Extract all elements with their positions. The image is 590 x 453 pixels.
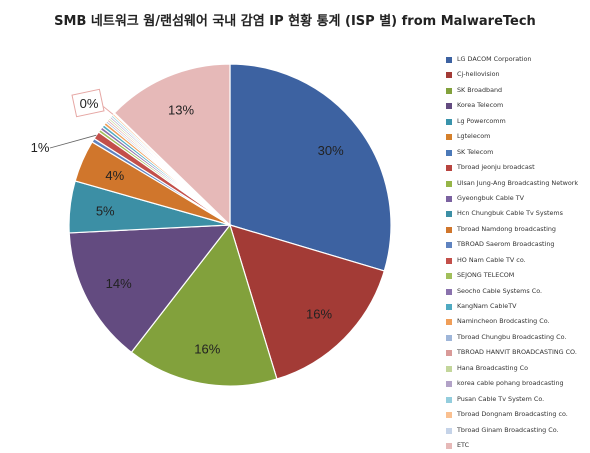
legend-item: LG DACOM Corporation [446,52,588,67]
legend-swatch [446,57,452,63]
legend-label: Seocho Cable Systems Co. [457,286,543,295]
legend-swatch [446,87,452,94]
legend-item: Gyeongbuk Cable TV [446,191,588,206]
legend-label: Hana Broadcasting Co [457,363,529,372]
legend-item: Korea Telecom [446,98,588,113]
leader-line [49,134,97,149]
slice-label: 16% [194,342,220,357]
legend-swatch [446,288,452,295]
legend-swatch [446,319,452,326]
legend-swatch [446,381,452,388]
legend-swatch [446,396,452,403]
legend-item: Tbroad Chungbu Broadcasting Co. [446,330,588,345]
legend-item: Hana Broadcasting Co [446,361,588,376]
legend-swatch [446,412,452,419]
legend-swatch [446,180,452,187]
legend-swatch [446,226,452,233]
legend-item: Tbroad jeonju broadcast [446,160,588,175]
legend-label: Pusan Cable Tv System Co. [457,394,545,403]
legend-swatch [446,211,452,218]
legend-label: SK Broadband [457,85,503,94]
legend-label: Tbroad Dongnam Broadcasting co. [457,410,568,419]
legend-swatch [446,257,452,264]
pie-slice [113,63,231,227]
legend-item: Tbroad Dongnam Broadcasting co. [446,407,588,422]
legend-item: Seocho Cable Systems Co. [446,284,588,299]
legend-label: Hcn Chungbuk Cable Tv Systems [457,209,563,218]
slice-label: 16% [306,307,332,322]
legend-item: SK Broadband [446,83,588,98]
legend-label: Tbroad Namdong broadcasting [457,224,556,233]
legend-swatch [446,242,452,249]
pie-slice [68,224,232,354]
legend-swatch [446,334,452,341]
pie-slice [229,224,386,380]
chart-title: SMB 네트워크 웜/랜섬웨어 국내 감염 IP 현황 통계 (ISP 별) f… [54,14,536,29]
legend-item: Tbroad Namdong broadcasting [446,222,588,237]
legend-item: Hcn Chungbuk Cable Tv Systems [446,206,588,221]
legend-label: KangNam CableTV [457,302,517,310]
legend-label: ETC [457,440,470,449]
legend-label: Tbroad Chungbu Broadcasting Co. [457,332,567,341]
legend-label: Tbroad jeonju broadcast [457,163,535,172]
legend-label: TBROAD HANVIT BROADCASTING CO. [457,348,577,357]
legend-item: HO Nam Cable TV co. [446,253,588,268]
slice-label: 0% [80,96,99,111]
chart-legend: LG DACOM Corporation Cj-hellovision SK Bro… [446,52,588,453]
legend-label: Lgtelecom [457,132,491,141]
legend-label: Gyeongbuk Cable TV [457,193,524,202]
legend-swatch [446,427,452,434]
legend-label: HO Nam Cable TV co. [457,255,526,264]
legend-swatch [446,365,452,372]
legend-item: Cj-hellovision [446,67,588,82]
legend-label: Tbroad Ginam Broadcasting Co. [457,425,559,434]
legend-label: Ulsan Jung-Ang Broadcasting Network [457,178,579,187]
slice-label: 5% [96,204,115,219]
legend-item: SEJONG TELECOM [446,268,588,283]
legend-label: Lg Powercomm [457,116,506,125]
legend-item: korea cable pohang broadcasting [446,376,588,391]
legend-label: LG DACOM Corporation [457,55,532,63]
legend-swatch [446,442,452,449]
slice-label: 4% [105,168,124,183]
legend-label: SEJONG TELECOM [457,271,515,280]
legend-label: Korea Telecom [457,101,504,110]
pie-slice [130,223,278,387]
legend-swatch [446,103,452,110]
legend-swatch [446,72,452,79]
pie-slice [229,63,392,272]
legend-item: ETC [446,438,588,453]
legend-label: Cj-hellovision [457,70,500,79]
legend-item: Tbroad Ginam Broadcasting Co. [446,423,588,438]
slice-label: 13% [168,102,194,117]
legend-item: TBROAD Saerom Broadcasting [446,237,588,252]
pie-chart: 30% 16% 16% 14% 5% 4% 1% 0% 13% [31,63,392,387]
legend-swatch [446,273,452,280]
legend-label: korea cable pohang broadcasting [457,379,564,388]
legend-swatch [446,118,452,125]
legend-swatch [446,195,452,202]
slice-label: 30% [318,143,344,158]
legend-item: KangNam CableTV [446,299,588,314]
slice-label: 14% [106,276,132,291]
legend-item: Namincheon Brodcasting Co. [446,314,588,329]
legend-item: Pusan Cable Tv System Co. [446,392,588,407]
legend-item: SK Telecom [446,145,588,160]
slice-label: 1% [31,140,50,155]
legend-label: TBROAD Saerom Broadcasting [457,240,555,249]
callout-box [71,88,105,118]
legend-swatch [446,149,452,156]
legend-label: Namincheon Brodcasting Co. [457,317,550,326]
legend-swatch [446,165,452,172]
legend-swatch [446,304,452,310]
legend-label: SK Telecom [457,147,494,156]
legend-swatch [446,134,452,141]
legend-item: Lg Powercomm [446,114,588,129]
legend-item: Lgtelecom [446,129,588,144]
legend-item: Ulsan Jung-Ang Broadcasting Network [446,176,588,191]
legend-swatch [446,350,452,357]
legend-item: TBROAD HANVIT BROADCASTING CO. [446,345,588,360]
